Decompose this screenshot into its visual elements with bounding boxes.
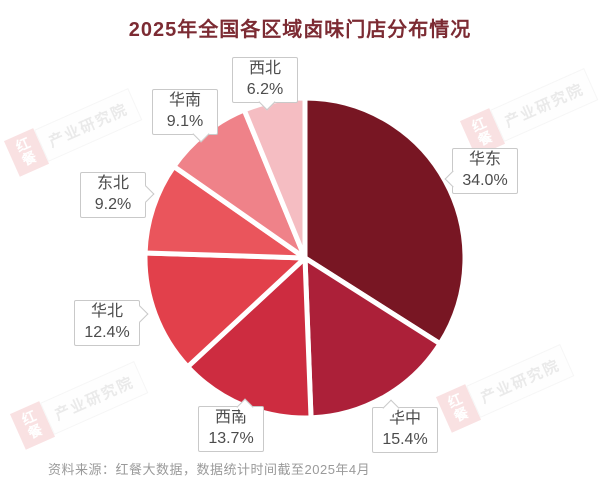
callout-value-label: 34.0%: [462, 171, 508, 189]
callout-region-label: 华北: [90, 303, 123, 320]
callout-value-label: 12.4%: [84, 323, 130, 341]
pie-slice-3: [142, 250, 308, 370]
callout-north-china: 华北 12.4%: [74, 300, 148, 346]
callout-southwest-china: 西南 13.7%: [198, 398, 264, 452]
callout-region-label: 华南: [168, 92, 201, 109]
callout-region-label: 西南: [214, 409, 247, 426]
callout-east-china: 华东 34.0%: [444, 148, 518, 194]
callout-south-china: 华南 9.1%: [152, 89, 218, 143]
callout-central-china: 华中 15.4%: [372, 399, 438, 453]
callout-region-label: 华中: [388, 410, 421, 427]
chart-title: 2025年全国各区域卤味门店分布情况: [128, 19, 472, 41]
source-note: 资料来源：红餐大数据，数据统计时间截至2025年4月: [48, 462, 371, 477]
callout-value-label: 13.7%: [208, 429, 254, 447]
callout-value-label: 9.1%: [166, 112, 204, 130]
callout-region-label: 西北: [248, 60, 281, 77]
callout-northeast-china: 东北 9.2%: [80, 172, 154, 218]
callout-northwest-china: 西北 6.2%: [232, 57, 298, 111]
callout-value-label: 9.2%: [94, 195, 132, 213]
callout-region-label: 东北: [96, 175, 129, 192]
callout-region-label: 华东: [468, 151, 501, 168]
callout-value-label: 15.4%: [382, 430, 428, 448]
callout-value-label: 6.2%: [246, 80, 284, 98]
pie-slice-1: [302, 255, 443, 421]
